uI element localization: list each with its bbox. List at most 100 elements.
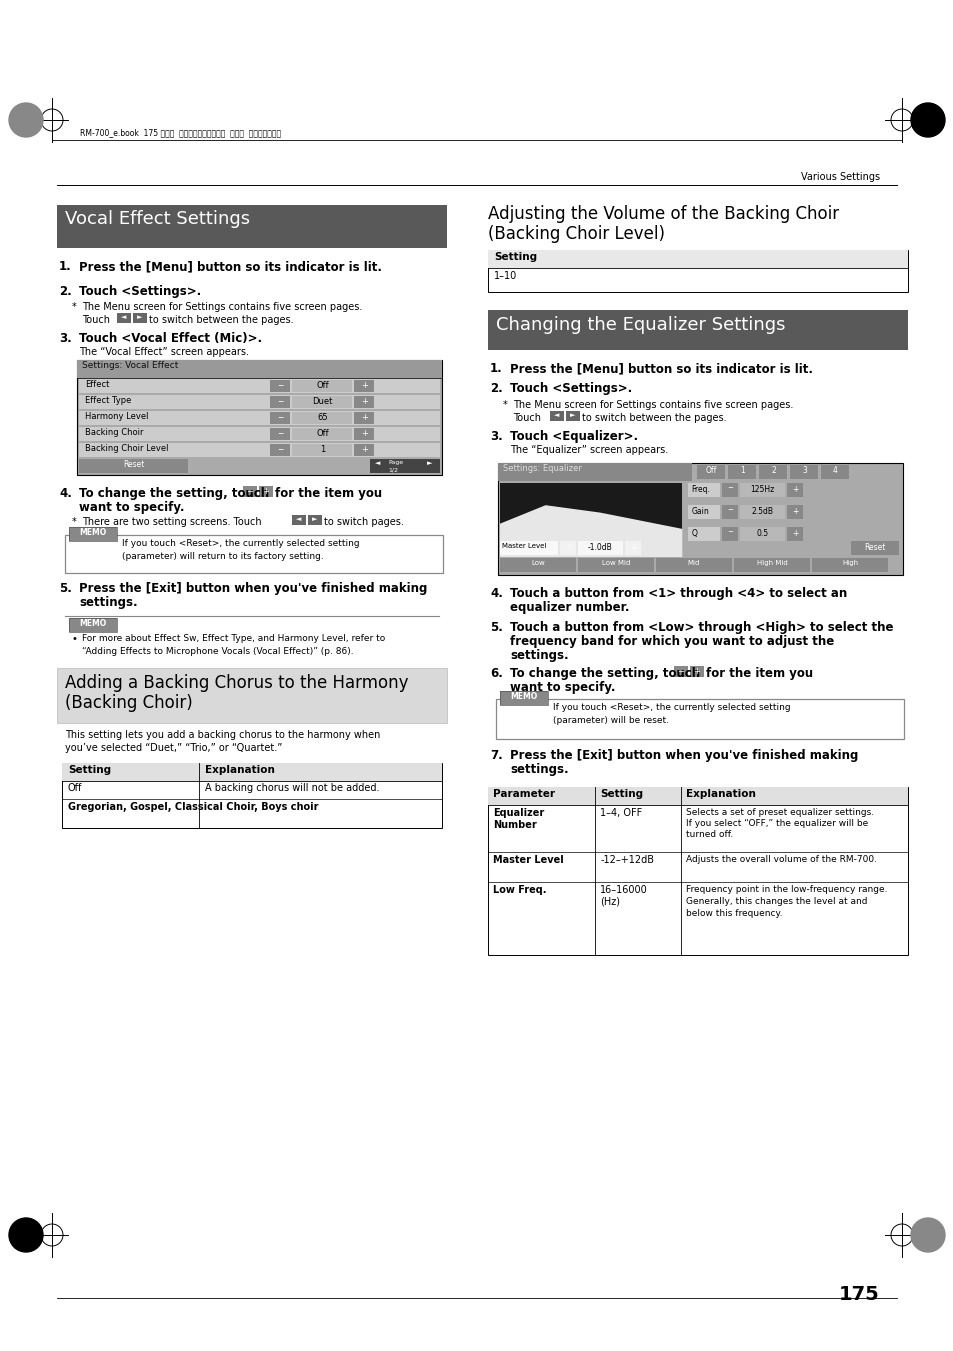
Text: Settings: Equalizer: Settings: Equalizer (502, 463, 581, 473)
Text: 1/2: 1/2 (388, 467, 397, 471)
Text: There are two setting screens. Touch: There are two setting screens. Touch (82, 517, 261, 527)
Bar (721, 505, 738, 519)
Text: RM-700_e.book  175 ページ  ２００９年３月１８日  水曜日  午前１１時５分: RM-700_e.book 175 ページ ２００９年３月１８日 水曜日 午前１… (80, 128, 281, 136)
Text: Master Level: Master Level (493, 855, 563, 865)
Bar (673, 666, 687, 677)
Text: High Mid: High Mid (756, 561, 786, 566)
Bar (786, 484, 802, 497)
Text: Frequency point in the low-frequency range.: Frequency point in the low-frequency ran… (685, 885, 887, 894)
Bar (688, 484, 720, 497)
Text: +: + (360, 397, 368, 407)
Text: +: + (629, 543, 636, 553)
Text: 2.: 2. (59, 285, 71, 299)
Text: 2.: 2. (490, 382, 502, 394)
Text: 125Hz: 125Hz (749, 485, 774, 494)
Text: +: + (360, 444, 368, 454)
Text: A backing chorus will not be added.: A backing chorus will not be added. (205, 784, 379, 793)
Text: 1.: 1. (490, 362, 502, 376)
Text: Effect Type: Effect Type (85, 396, 132, 405)
Text: Number: Number (493, 820, 537, 830)
Text: 2: 2 (770, 466, 775, 476)
Bar (62, 763, 441, 828)
Bar (270, 396, 290, 408)
Bar (69, 527, 117, 540)
Text: 1: 1 (740, 466, 744, 476)
Text: The Menu screen for Settings contains five screen pages.: The Menu screen for Settings contains fi… (82, 303, 362, 312)
Text: Selects a set of preset equalizer settings.: Selects a set of preset equalizer settin… (685, 808, 873, 817)
Text: +: + (693, 667, 700, 676)
Text: If you select “OFF,” the equalizer will be: If you select “OFF,” the equalizer will … (685, 819, 867, 828)
Bar (786, 505, 802, 519)
Text: Backing Choir: Backing Choir (85, 428, 143, 436)
Text: Press the [Menu] button so its indicator is lit.: Press the [Menu] button so its indicator… (79, 259, 381, 273)
Text: -12–+12dB: -12–+12dB (599, 855, 654, 865)
Text: ◄: ◄ (375, 459, 380, 466)
Text: equalizer number.: equalizer number. (510, 601, 629, 613)
Text: Touch <Settings>.: Touch <Settings>. (79, 285, 201, 299)
Bar (733, 558, 809, 571)
Bar (65, 535, 442, 573)
Bar (499, 558, 576, 571)
Text: MEMO: MEMO (79, 619, 107, 628)
Text: Touch <Settings>.: Touch <Settings>. (510, 382, 632, 394)
Text: you’ve selected “Duet,” “Trio,” or “Quartet.”: you’ve selected “Duet,” “Trio,” or “Quar… (65, 743, 282, 753)
Text: 175: 175 (839, 1285, 879, 1304)
Text: (parameter) will return to its factory setting.: (parameter) will return to its factory s… (122, 553, 323, 561)
Text: 4.: 4. (59, 486, 71, 500)
Text: Press the [Menu] button so its indicator is lit.: Press the [Menu] button so its indicator… (510, 362, 812, 376)
Text: The Menu screen for Settings contains five screen pages.: The Menu screen for Settings contains fi… (513, 400, 793, 409)
Bar (79, 427, 439, 440)
Text: 4: 4 (832, 466, 837, 476)
Bar (740, 505, 784, 519)
Text: If you touch <Reset>, the currently selected setting: If you touch <Reset>, the currently sele… (122, 539, 359, 549)
Text: Low Freq.: Low Freq. (493, 885, 546, 894)
Text: Adding a Backing Chorus to the Harmony: Adding a Backing Chorus to the Harmony (65, 674, 408, 692)
Bar (499, 690, 547, 705)
Text: Gregorian, Gospel, Classical Choir, Boys choir: Gregorian, Gospel, Classical Choir, Boys… (68, 802, 318, 812)
Bar (488, 309, 907, 350)
Text: −: − (564, 543, 570, 549)
Bar (740, 484, 784, 497)
Text: +: + (262, 486, 269, 496)
Bar (243, 486, 256, 497)
Text: to switch between the pages.: to switch between the pages. (581, 413, 726, 423)
Bar (355, 428, 375, 440)
Bar (270, 444, 290, 457)
Text: ►: ► (427, 459, 432, 466)
Text: This setting lets you add a backing chorus to the harmony when: This setting lets you add a backing chor… (65, 730, 380, 740)
Circle shape (910, 103, 944, 136)
Bar (499, 540, 558, 555)
Circle shape (910, 1219, 944, 1252)
Text: 1.: 1. (59, 259, 71, 273)
Bar (499, 690, 547, 705)
Text: 3: 3 (801, 466, 806, 476)
Text: Settings: Vocal Effect: Settings: Vocal Effect (82, 361, 178, 370)
Text: Press the [Exit] button when you've finished making: Press the [Exit] button when you've fini… (79, 582, 427, 594)
Bar (355, 380, 375, 392)
Text: Reset: Reset (863, 543, 884, 553)
Text: 3.: 3. (490, 430, 502, 443)
Text: Vocal Effect Settings: Vocal Effect Settings (65, 209, 250, 228)
Text: −: − (726, 507, 733, 513)
Bar (721, 527, 738, 540)
Text: frequency band for which you want to adjust the: frequency band for which you want to adj… (510, 635, 833, 648)
Bar (811, 558, 887, 571)
Text: The “Equalizer” screen appears.: The “Equalizer” screen appears. (510, 444, 667, 455)
Bar (308, 515, 322, 526)
Bar (488, 788, 907, 805)
Text: Explanation: Explanation (685, 789, 756, 798)
Bar (578, 558, 654, 571)
Text: Setting: Setting (68, 765, 111, 775)
Text: To change the setting, touch: To change the setting, touch (79, 486, 269, 500)
Bar (488, 250, 907, 267)
Bar (69, 617, 117, 632)
Text: −: − (277, 381, 283, 390)
Bar (786, 527, 802, 540)
Text: −: − (277, 413, 283, 422)
Text: want to specify.: want to specify. (510, 681, 615, 694)
Text: 2.5dB: 2.5dB (751, 507, 773, 516)
Text: (Hz): (Hz) (599, 897, 619, 907)
Text: Touch <Equalizer>.: Touch <Equalizer>. (510, 430, 638, 443)
Text: Off: Off (68, 784, 82, 793)
Text: 7.: 7. (490, 748, 502, 762)
